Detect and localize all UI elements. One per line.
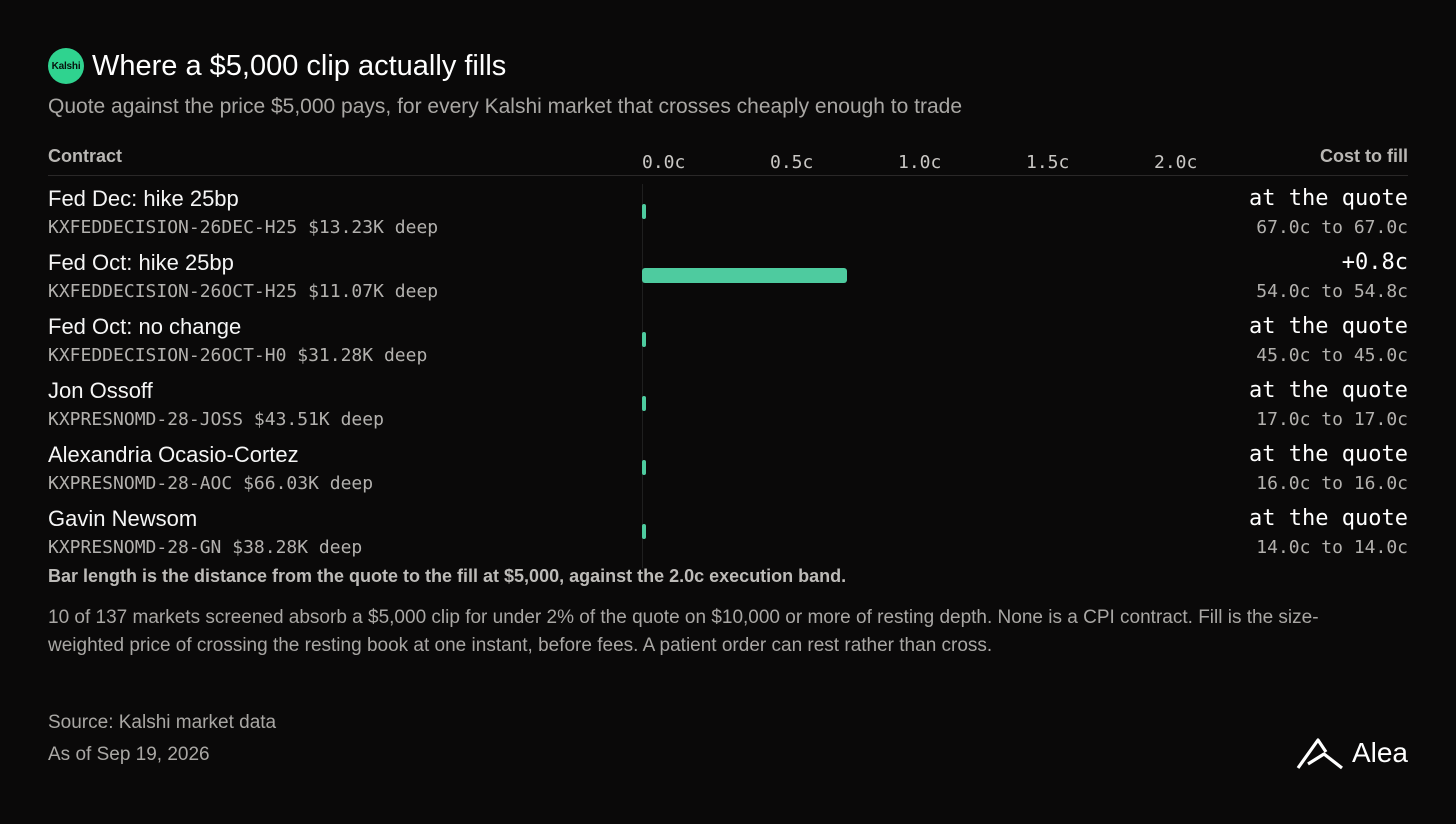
x-tick-label: 0.5c [770,152,814,173]
bar-track [642,376,1154,440]
contract-name: Alexandria Ocasio-Cortez [48,442,299,467]
bar [642,460,646,475]
bar [642,524,646,539]
chart-subtitle: Quote against the price $5,000 pays, for… [48,95,963,118]
kalshi-logo: Kalshi [48,48,84,84]
chart-header: Kalshi Where a $5,000 clip actually fill… [48,48,506,84]
bar-track [642,312,1154,376]
contract-ticker-depth: KXPRESNOMD-28-AOC $66.03K deep [48,473,374,494]
contract-name: Fed Oct: hike 25bp [48,250,234,275]
bar-track [642,184,1154,248]
quote-to-fill-range: 54.0c to 54.8c [1256,281,1408,302]
source-text: Source: Kalshi market data [48,712,277,733]
column-header-contract: Contract [48,146,123,166]
x-axis-ticks: 0.0c 0.5c 1.0c 1.5c 2.0c [0,152,1456,176]
quote-to-fill-range: 45.0c to 45.0c [1256,345,1408,366]
bar-explanation-note: Bar length is the distance from the quot… [48,566,847,586]
contract-ticker-depth: KXFEDDECISION-26DEC-H25 $13.23K deep [48,217,439,238]
contract-ticker-depth: KXPRESNOMD-28-JOSS $43.51K deep [48,409,384,430]
bar-track [642,504,1154,568]
table-row: Gavin Newsom KXPRESNOMD-28-GN $38.28K dee… [0,504,1456,568]
contract-name: Gavin Newsom [48,506,198,531]
bar-track [642,440,1154,504]
header-divider [48,175,1408,176]
cost-to-fill-label: +0.8c [1341,250,1408,275]
contract-ticker-depth: KXFEDDECISION-26OCT-H0 $31.28K deep [48,345,428,366]
x-tick-label: 0.0c [642,152,686,173]
bar [642,332,646,347]
quote-to-fill-range: 14.0c to 14.0c [1256,537,1408,558]
table-row: Fed Oct: hike 25bp KXFEDDECISION-26OCT-H2… [0,248,1456,312]
contract-name: Fed Oct: no change [48,314,242,339]
alea-logo-icon [1296,738,1343,770]
methodology-note: 10 of 137 markets screened absorb a $5,0… [48,607,1319,656]
quote-to-fill-range: 17.0c to 17.0c [1256,409,1408,430]
x-tick-label: 2.0c [1154,152,1198,173]
contract-ticker-depth: KXFEDDECISION-26OCT-H25 $11.07K deep [48,281,439,302]
alea-brand: Alea [1296,736,1408,770]
bar [642,396,646,411]
table-row: Fed Oct: no change KXFEDDECISION-26OCT-H0… [0,312,1456,376]
cost-to-fill-label: at the quote [1249,378,1408,403]
brand-name: Alea [1351,737,1408,768]
bar [642,268,847,283]
bar [642,204,646,219]
bar-track [642,248,1154,312]
table-row: Alexandria Ocasio-Cortez KXPRESNOMD-28-AO… [0,440,1456,504]
column-header-cost: Cost to fill [1320,146,1408,166]
quote-to-fill-range: 67.0c to 67.0c [1256,217,1408,238]
contract-name: Jon Ossoff [48,378,153,403]
table-row: Fed Dec: hike 25bp KXFEDDECISION-26DEC-H2… [0,184,1456,248]
table-row: Jon Ossoff KXPRESNOMD-28-JOSS $43.51K dee… [0,376,1456,440]
cost-to-fill-label: at the quote [1249,186,1408,211]
contract-ticker-depth: KXPRESNOMD-28-GN $38.28K deep [48,537,363,558]
contract-name: Fed Dec: hike 25bp [48,186,239,211]
cost-to-fill-label: at the quote [1249,314,1408,339]
chart-title: Where a $5,000 clip actually fills [92,49,507,82]
cost-to-fill-label: at the quote [1249,442,1408,467]
quote-to-fill-range: 16.0c to 16.0c [1256,473,1408,494]
x-tick-label: 1.0c [898,152,942,173]
as-of-date: As of Sep 19, 2026 [48,744,210,765]
cost-to-fill-label: at the quote [1249,506,1408,531]
x-tick-label: 1.5c [1026,152,1070,173]
